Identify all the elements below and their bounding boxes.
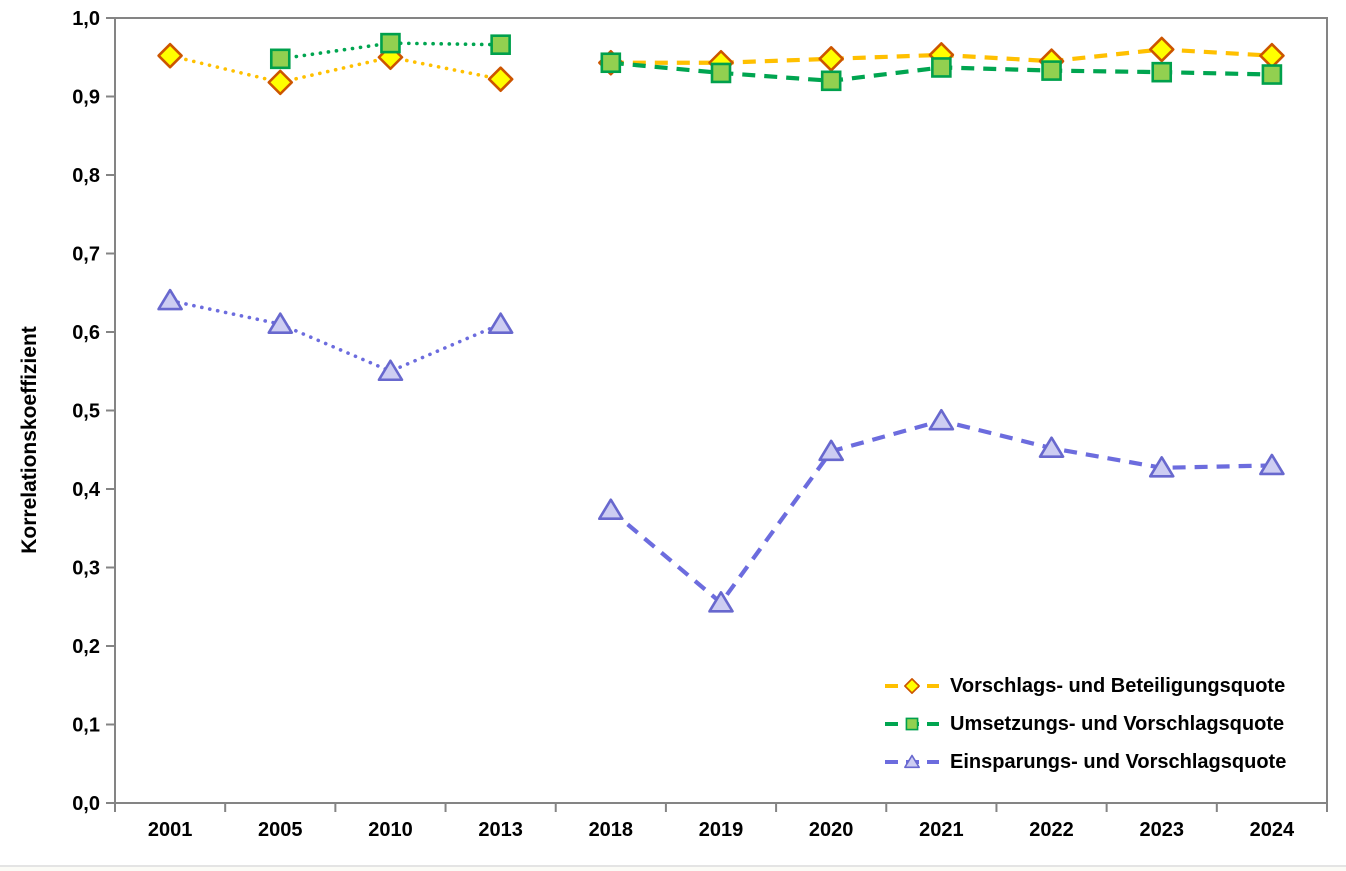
svg-text:0,6: 0,6 [72,322,100,344]
svg-text:2005: 2005 [258,819,303,841]
svg-text:0,4: 0,4 [72,479,101,501]
triangle-marker-icon [885,754,939,769]
svg-text:2001: 2001 [148,819,193,841]
svg-text:1,0: 1,0 [72,8,100,30]
diamond-marker-icon [885,678,939,694]
svg-text:2021: 2021 [919,819,964,841]
bottom-strip [0,865,1346,871]
svg-text:2019: 2019 [699,819,744,841]
legend-item-umsetzungs-vorschlagsquote: Umsetzungs- und Vorschlagsquote [884,705,1286,743]
svg-text:0,9: 0,9 [72,87,100,109]
legend-label: Einsparungs- und Vorschlagsquote [950,750,1287,773]
legend-label: Umsetzungs- und Vorschlagsquote [950,712,1285,735]
legend-item-einsparungs-vorschlagsquote: Einsparungs- und Vorschlagsquote [884,743,1286,781]
square-marker-icon [885,717,939,731]
svg-text:0,8: 0,8 [72,165,100,187]
svg-text:0,0: 0,0 [72,793,100,815]
svg-text:0,2: 0,2 [72,636,100,658]
svg-text:0,5: 0,5 [72,401,100,423]
svg-text:0,1: 0,1 [72,715,100,737]
legend-label: Vorschlags- und Beteiligungsquote [950,674,1286,697]
svg-text:2013: 2013 [478,819,523,841]
svg-text:0,7: 0,7 [72,244,100,266]
svg-text:2023: 2023 [1139,819,1184,841]
svg-text:2010: 2010 [368,819,413,841]
legend-item-vorschlags-beteiligungsquote: Vorschlags- und Beteiligungsquote [884,667,1286,705]
svg-text:0,3: 0,3 [72,558,100,580]
svg-text:2022: 2022 [1029,819,1074,841]
svg-text:2018: 2018 [589,819,634,841]
svg-text:2024: 2024 [1250,819,1295,841]
svg-text:2020: 2020 [809,819,854,841]
legend: Vorschlags- und Beteiligungsquote Umsetz… [884,667,1286,781]
